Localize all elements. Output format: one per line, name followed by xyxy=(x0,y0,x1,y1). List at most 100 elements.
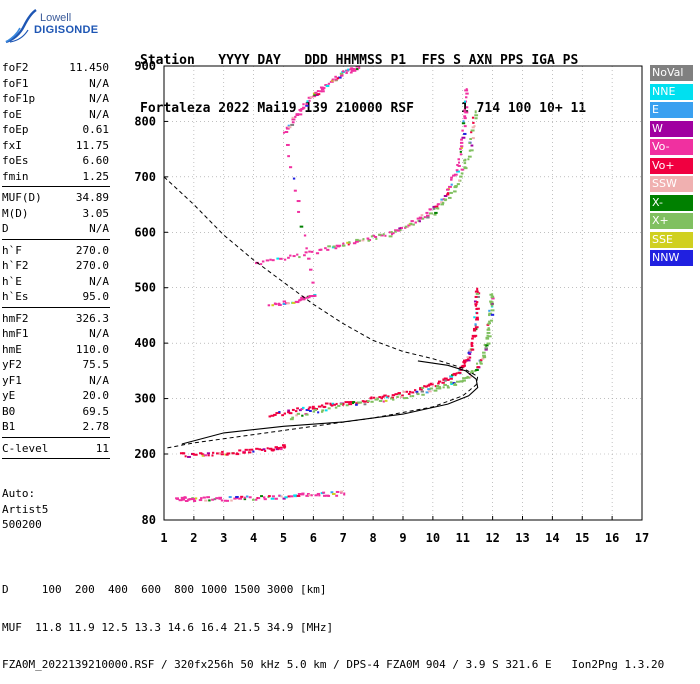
echo-mark xyxy=(291,301,296,304)
echo-mark xyxy=(385,396,389,399)
echo-mark xyxy=(402,390,407,393)
echo-mark xyxy=(453,382,457,385)
echo-mark xyxy=(476,307,480,310)
echo-mark xyxy=(281,444,286,447)
echo-mark xyxy=(475,312,479,315)
echo-mark xyxy=(305,494,310,497)
echo-mark xyxy=(490,304,494,307)
echo-mark xyxy=(409,395,412,398)
echo-mark xyxy=(486,328,491,331)
echo-mark xyxy=(278,494,281,497)
param-row-foes: foEs 6.60 xyxy=(2,153,110,169)
echo-mark xyxy=(271,448,276,451)
echo-mark xyxy=(176,497,180,500)
y-tick-label: 500 xyxy=(134,281,156,295)
echo-mark xyxy=(194,453,198,456)
echo-mark xyxy=(297,493,302,496)
param-value: 75.5 xyxy=(82,358,110,371)
echo-mark xyxy=(448,185,452,188)
echo-mark xyxy=(307,257,311,260)
echo-mark xyxy=(180,496,185,499)
echo-mark xyxy=(472,121,475,124)
echo-mark xyxy=(202,496,206,499)
x-tick-label: 9 xyxy=(399,531,406,545)
echo-mark xyxy=(459,147,462,150)
echo-mark xyxy=(291,118,296,121)
echo-mark xyxy=(370,400,374,403)
echo-mark xyxy=(305,409,310,412)
echo-mark xyxy=(418,220,421,223)
param-name: yF1 xyxy=(2,373,22,387)
echo-mark xyxy=(261,260,265,263)
echo-mark xyxy=(491,293,494,297)
echo-mark xyxy=(278,411,281,414)
echo-mark xyxy=(426,216,430,219)
echo-mark xyxy=(280,448,283,451)
echo-mark xyxy=(416,393,420,396)
autoscaling-info: Auto: Artist5 500200 xyxy=(2,486,48,533)
x-tick-label: 4 xyxy=(250,531,257,545)
echo-mark xyxy=(471,334,475,337)
echo-mark xyxy=(363,400,367,403)
echo-mark xyxy=(457,371,462,374)
echo-mark xyxy=(419,387,422,390)
auto-version: 500200 xyxy=(2,518,42,531)
echo-mark xyxy=(474,110,477,114)
echo-mark xyxy=(488,320,491,323)
echo-mark xyxy=(283,445,286,449)
echo-mark xyxy=(346,241,350,244)
echo-mark xyxy=(434,385,437,388)
echo-mark xyxy=(452,174,456,177)
echo-mark xyxy=(228,496,232,499)
echo-mark xyxy=(455,372,458,375)
echo-mark xyxy=(248,496,252,499)
param-row-b0: B0 69.5 xyxy=(2,404,110,420)
echo-mark xyxy=(357,401,361,404)
echo-mark xyxy=(367,239,370,242)
echo-mark xyxy=(420,390,424,393)
echo-mark xyxy=(397,393,401,396)
polarization-legend: NoVal NNE E W Vo- Vo+ SSW X- X+ SSE NNW xyxy=(650,65,693,269)
echo-mark xyxy=(335,402,338,405)
echo-mark xyxy=(420,386,425,389)
echo-mark xyxy=(330,404,334,407)
echo-mark xyxy=(429,212,434,215)
echo-mark xyxy=(426,384,431,387)
echo-mark xyxy=(290,123,295,126)
echo-mark xyxy=(454,374,457,377)
echo-mark xyxy=(341,403,345,406)
param-value: 1.25 xyxy=(82,169,110,183)
echo-mark xyxy=(391,394,396,397)
echo-mark xyxy=(463,125,467,128)
echo-mark xyxy=(218,497,222,500)
echo-mark xyxy=(296,301,300,304)
echo-mark xyxy=(453,186,458,189)
echo-mark xyxy=(463,162,467,165)
echo-mark xyxy=(324,402,329,405)
echo-mark xyxy=(487,322,490,325)
param-name: hmE xyxy=(2,342,22,356)
echo-mark xyxy=(388,235,393,238)
echo-mark xyxy=(460,380,464,383)
echo-mark xyxy=(284,496,288,499)
echo-mark xyxy=(242,451,246,454)
echo-mark xyxy=(247,451,252,454)
echo-mark xyxy=(462,377,466,380)
echo-mark xyxy=(352,69,357,72)
echo-mark xyxy=(296,407,299,410)
echo-mark xyxy=(327,494,331,497)
header-labels: Station YYYY DAY DDD HHMMSS P1 FFS S AXN… xyxy=(140,53,579,68)
legend-ssw: SSW xyxy=(650,176,693,192)
echo-mark xyxy=(456,164,459,167)
echo-mark xyxy=(220,453,224,456)
echo-mark xyxy=(437,203,440,206)
echo-mark xyxy=(321,409,325,412)
echo-mark xyxy=(341,70,345,73)
echo-mark xyxy=(268,415,272,418)
echo-mark xyxy=(215,497,219,500)
echo-mark xyxy=(322,491,326,494)
echo-mark xyxy=(461,365,464,368)
legend-nnw: NNW xyxy=(650,250,693,266)
x-tick-label: 14 xyxy=(545,531,559,545)
legend-voplus: Vo+ xyxy=(650,157,693,174)
